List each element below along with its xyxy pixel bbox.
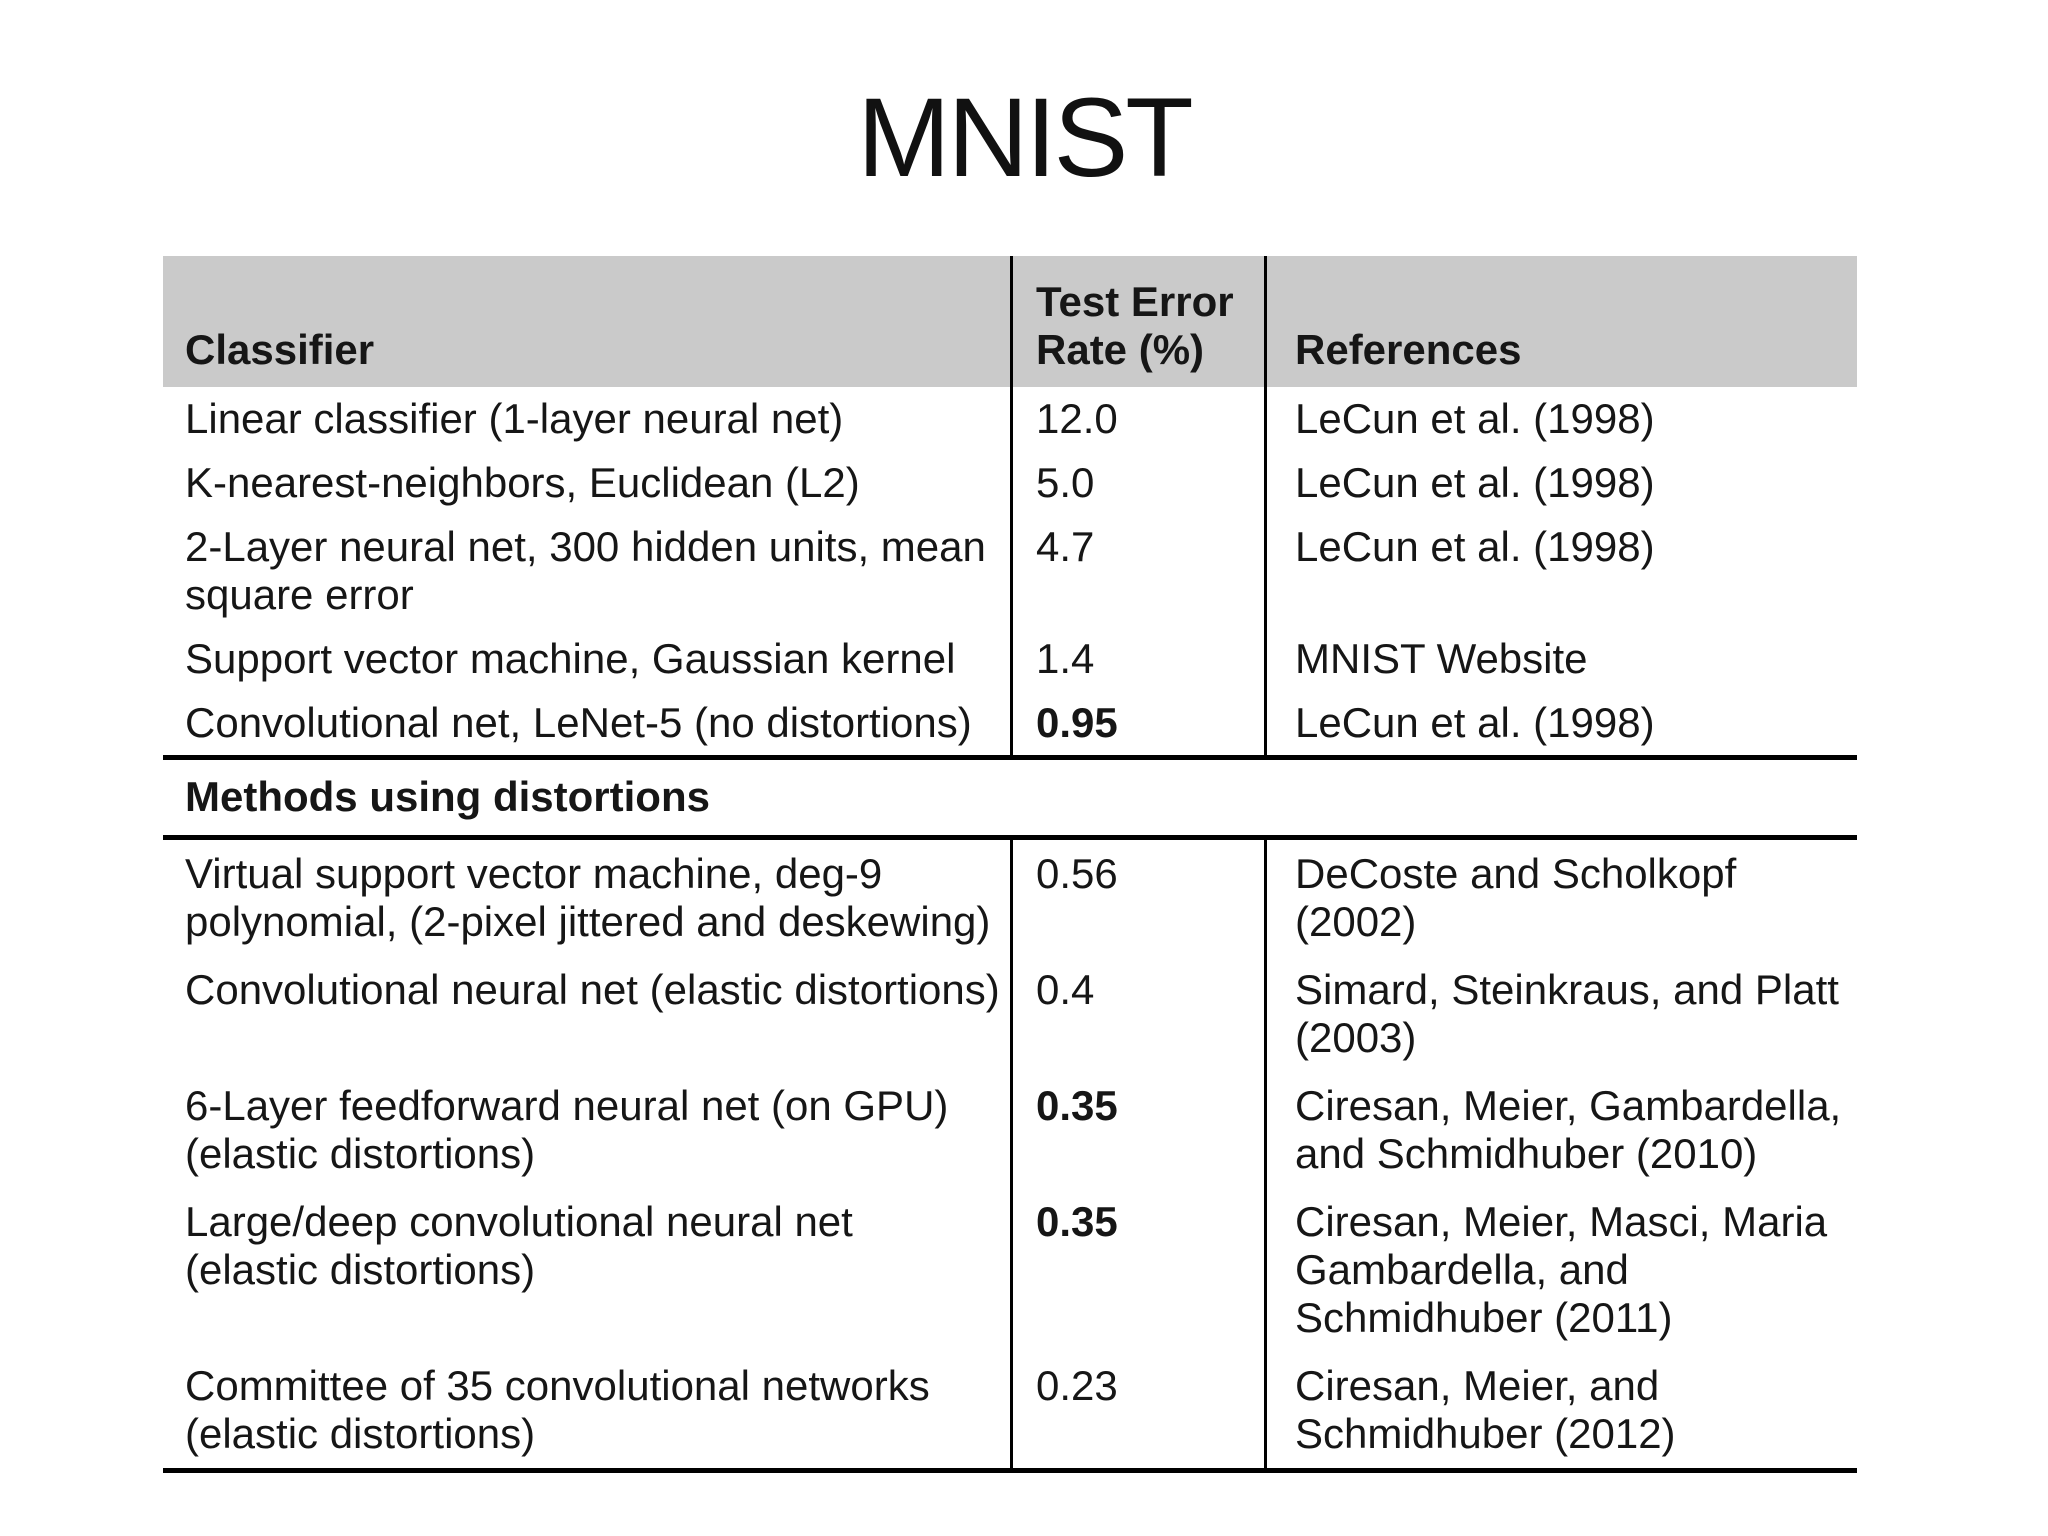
column-header-references: References [1295, 326, 1522, 373]
table-row: Support vector machine, Gaussian kernel … [163, 627, 1857, 691]
error-rate-cell: 1.4 [1010, 627, 1267, 691]
reference-cell: Ciresan, Meier, and Schmidhuber (2012) [1295, 1362, 1676, 1457]
table-bottom-rule [163, 1468, 1857, 1473]
reference-cell: DeCoste and Scholkopf (2002) [1295, 850, 1737, 945]
error-rate-cell: 4.7 [1010, 515, 1267, 627]
error-rate-cell: 0.35 [1010, 1188, 1267, 1352]
reference-cell: LeCun et al. (1998) [1295, 459, 1655, 506]
error-rate-cell: 5.0 [1010, 451, 1267, 515]
classifier-cell: K-nearest-neighbors, Euclidean (L2) [185, 459, 860, 506]
classifier-cell: Committee of 35 convolutional networks (… [185, 1362, 930, 1457]
section-divider-top [163, 755, 1857, 760]
classifier-cell: Large/deep convolutional neural net (ela… [185, 1198, 853, 1293]
table-row: Convolutional neural net (elastic distor… [163, 956, 1857, 1072]
reference-cell: MNIST Website [1295, 635, 1588, 682]
error-rate-cell: 0.95 [1010, 691, 1267, 755]
reference-cell: LeCun et al. (1998) [1295, 699, 1655, 746]
mnist-results-table: Classifier Test Error Rate (%) Reference… [163, 256, 1857, 1473]
reference-cell: LeCun et al. (1998) [1295, 523, 1655, 570]
reference-cell: LeCun et al. (1998) [1295, 395, 1655, 442]
table-row: 2-Layer neural net, 300 hidden units, me… [163, 515, 1857, 627]
table-header-row: Classifier Test Error Rate (%) Reference… [163, 256, 1857, 387]
classifier-cell: 6-Layer feedforward neural net (on GPU) … [185, 1082, 949, 1177]
error-rate-cell: 0.35 [1010, 1072, 1267, 1188]
table-row: Virtual support vector machine, deg-9 po… [163, 840, 1857, 956]
section-header-row: Methods using distortions [163, 760, 1857, 835]
page-title: MNIST [857, 75, 1193, 200]
classifier-cell: 2-Layer neural net, 300 hidden units, me… [185, 523, 986, 618]
section-divider-bottom [163, 835, 1857, 840]
table-row: Convolutional net, LeNet-5 (no distortio… [163, 691, 1857, 755]
reference-cell: Simard, Steinkraus, and Platt (2003) [1295, 966, 1839, 1061]
error-rate-cell: 0.4 [1010, 956, 1267, 1072]
classifier-cell: Convolutional neural net (elastic distor… [185, 966, 1000, 1013]
error-rate-cell: 12.0 [1010, 387, 1267, 451]
classifier-cell: Linear classifier (1-layer neural net) [185, 395, 844, 442]
column-header-test-error-rate: Test Error Rate (%) [1010, 256, 1267, 387]
error-rate-cell: 0.56 [1010, 840, 1267, 956]
table-row: Linear classifier (1-layer neural net) 1… [163, 387, 1857, 451]
reference-cell: Ciresan, Meier, Gambardella, and Schmidh… [1295, 1082, 1842, 1177]
reference-cell: Ciresan, Meier, Masci, Maria Gambardella… [1295, 1198, 1828, 1341]
table-row: K-nearest-neighbors, Euclidean (L2) 5.0 … [163, 451, 1857, 515]
error-rate-cell: 0.23 [1010, 1352, 1267, 1468]
table-row: Large/deep convolutional neural net (ela… [163, 1188, 1857, 1352]
classifier-cell: Support vector machine, Gaussian kernel [185, 635, 956, 682]
section-title: Methods using distortions [185, 773, 710, 820]
table-row: 6-Layer feedforward neural net (on GPU) … [163, 1072, 1857, 1188]
classifier-cell: Virtual support vector machine, deg-9 po… [185, 850, 991, 945]
column-header-classifier: Classifier [185, 326, 375, 373]
table-row: Committee of 35 convolutional networks (… [163, 1352, 1857, 1468]
classifier-cell: Convolutional net, LeNet-5 (no distortio… [185, 699, 972, 746]
